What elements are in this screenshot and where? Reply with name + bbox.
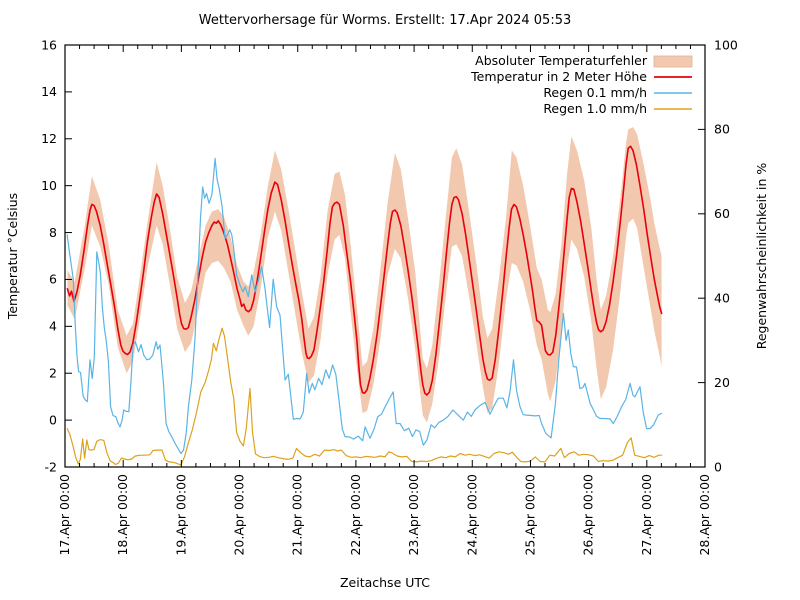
x-tick-label: 26.Apr 00:00 — [581, 474, 596, 556]
y-left-tick-label: 4 — [49, 319, 57, 334]
x-tick-label: 23.Apr 00:00 — [406, 474, 421, 556]
y-left-tick-label: 6 — [49, 272, 57, 287]
x-tick-label: 20.Apr 00:00 — [232, 474, 247, 556]
temperature-error-band — [67, 127, 662, 423]
chart-title: Wettervorhersage für Worms. Erstellt: 17… — [199, 13, 572, 28]
x-tick-label: 25.Apr 00:00 — [522, 474, 537, 556]
y-right-tick-label: 20 — [714, 375, 730, 390]
legend-label-rain-01: Regen 0.1 mm/h — [543, 85, 647, 100]
y-left-tick-label: 10 — [41, 178, 57, 193]
rain-10-probability-line — [66, 327, 663, 466]
y-right-tick-label: 60 — [714, 206, 730, 221]
y-right-tick-label: 40 — [714, 291, 730, 306]
x-axis-label: Zeitachse UTC — [340, 575, 430, 590]
legend-label-rain-10: Regen 1.0 mm/h — [543, 101, 647, 116]
y-right-tick-label: 80 — [714, 122, 730, 137]
y-left-tick-label: 14 — [41, 84, 57, 99]
y-left-tick-label: -2 — [45, 459, 57, 474]
temperature-line — [66, 145, 663, 396]
legend-swatch-band — [653, 55, 693, 68]
x-tick-label: 27.Apr 00:00 — [639, 474, 654, 556]
x-tick-label: 21.Apr 00:00 — [290, 474, 305, 556]
y-left-tick-label: 2 — [49, 366, 57, 381]
legend-label-temperature: Temperatur in 2 Meter Höhe — [470, 69, 647, 84]
y-left-axis-label: Temperatur °Celsius — [5, 193, 20, 320]
y-left-tick-label: 0 — [49, 412, 57, 427]
x-tick-label: 22.Apr 00:00 — [348, 474, 363, 556]
x-tick-label: 17.Apr 00:00 — [57, 474, 72, 556]
y-right-tick-label: 0 — [714, 459, 722, 474]
plot-area: 17.Apr 00:00 18.Apr 00:00 19.Apr 00:00 20.A… — [41, 37, 738, 555]
x-tick-label: 18.Apr 00:00 — [115, 474, 130, 556]
y-right-tick-label: 100 — [714, 37, 738, 52]
x-tick-label: 28.Apr 00:00 — [697, 474, 712, 556]
y-left-tick-label: 16 — [41, 37, 57, 52]
y-left-tick-label: 8 — [49, 225, 57, 240]
rain-01-probability-line — [66, 157, 663, 455]
x-tick-label: 19.Apr 00:00 — [173, 474, 188, 556]
y-right-axis-label: Regenwahrscheinlichkeit in % — [754, 163, 769, 350]
x-tick-label: 24.Apr 00:00 — [464, 474, 479, 556]
legend-label-temperature-error: Absoluter Temperaturfehler — [475, 53, 648, 68]
y-left-tick-label: 12 — [41, 131, 57, 146]
